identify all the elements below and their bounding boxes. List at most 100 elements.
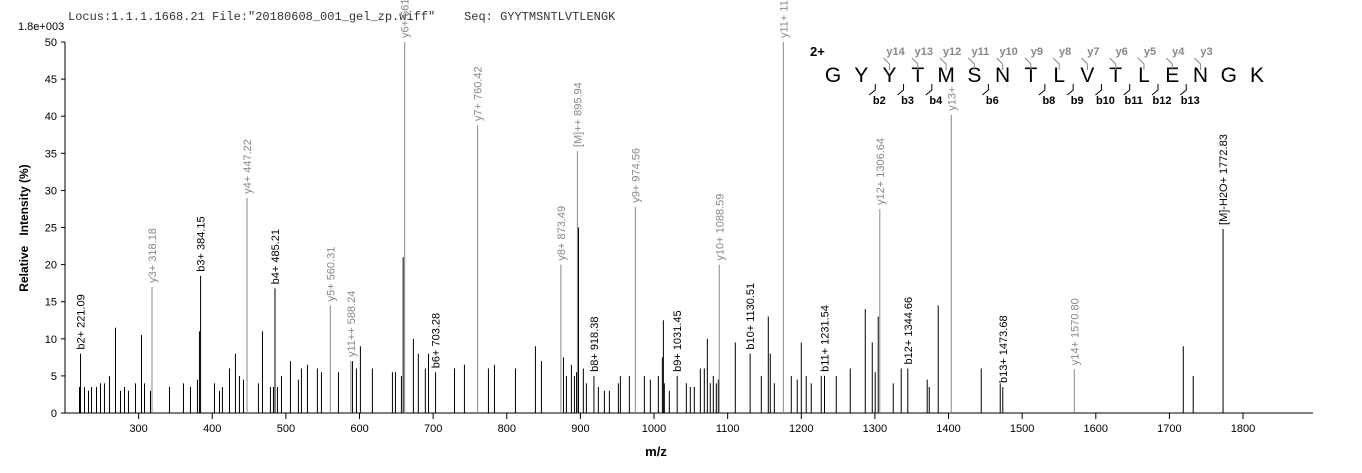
x-tick-label: 1400 <box>936 423 960 435</box>
residue: M <box>937 64 955 87</box>
y-ion-label: y9 <box>1031 46 1043 58</box>
peak-label: y13+ <box>946 87 958 111</box>
y-tick-label: 35 <box>45 148 57 160</box>
peak-label: b4+ 485.21 <box>270 229 282 284</box>
peak-label: y14+ 1570.80 <box>1069 298 1081 365</box>
y-ion-bracket <box>1052 57 1060 70</box>
peak-label: b12+ 1344.66 <box>903 297 915 365</box>
b-ion-label: b6 <box>986 95 999 107</box>
x-tick-label: 300 <box>129 423 147 435</box>
scale-label: 1.8e+003 <box>18 21 64 33</box>
y-ion-label: y5 <box>1144 46 1156 58</box>
residue: G <box>1221 64 1237 87</box>
residue: K <box>1250 64 1264 87</box>
y-ion-bracket <box>996 57 1004 70</box>
x-tick-label: 400 <box>203 423 221 435</box>
b-ion-bracket <box>1179 84 1187 96</box>
y-tick-label: 25 <box>45 223 57 235</box>
b-ion-bracket <box>897 84 905 96</box>
x-tick-label: 1000 <box>642 423 666 435</box>
b-ion-label: b4 <box>929 95 943 107</box>
y-tick-label: 15 <box>45 297 57 309</box>
y-ion-label: y8 <box>1059 46 1071 58</box>
y-ion-bracket <box>1109 57 1117 70</box>
x-tick-label: 1600 <box>1084 423 1108 435</box>
x-tick-label: 800 <box>498 423 516 435</box>
b-ion-bracket <box>1095 84 1102 96</box>
y-ion-bracket <box>1081 57 1088 70</box>
residue: S <box>967 64 981 87</box>
y-tick-label: 40 <box>45 111 57 123</box>
peak-label: y8+ 873.49 <box>556 206 568 261</box>
b-ion-bracket <box>1151 84 1159 96</box>
y-tick-label: 0 <box>51 408 57 420</box>
y-tick-label: 30 <box>45 185 57 197</box>
peak-label: [M]-H2O+ 1772.83 <box>1218 134 1230 225</box>
residue: G <box>825 64 841 87</box>
y-ion-bracket <box>911 57 919 70</box>
residue: N <box>995 64 1010 87</box>
charge-label: 2+ <box>810 44 825 59</box>
residue: T <box>911 64 924 87</box>
chart-title: Locus:1.1.1.1668.21 File:"20180608_001_g… <box>68 10 616 24</box>
x-axis-label: m/z <box>645 444 667 459</box>
y-ion-label: y14 <box>886 46 905 58</box>
residue: L <box>1138 64 1150 87</box>
y-axis-label: Relative Intensity (%) <box>17 164 31 291</box>
peak-label: y11++ 588.24 <box>346 291 358 357</box>
peak-label: y5+ 560.31 <box>325 247 337 302</box>
residue: Y <box>883 64 897 87</box>
residue: T <box>1109 64 1122 87</box>
residue: T <box>1024 64 1037 87</box>
y-tick-label: 10 <box>45 334 57 346</box>
b-ion-bracket <box>925 84 933 96</box>
peak-label: b3+ 384.15 <box>196 216 208 271</box>
y-ion-bracket <box>939 57 947 70</box>
x-tick-label: 500 <box>277 423 295 435</box>
y-ion-label: y12 <box>943 46 961 58</box>
peak-label: y12+ 1306.64 <box>875 138 887 205</box>
peak-label: y4+ 447.22 <box>242 139 254 194</box>
b-ion-label: b13 <box>1181 95 1200 107</box>
y-tick-label: 50 <box>45 37 57 49</box>
y-ion-label: y10 <box>999 46 1017 58</box>
peak-label: y7+ 760.42 <box>473 66 485 121</box>
peak-label: b6+ 703.28 <box>431 313 443 368</box>
residue: N <box>1193 64 1208 87</box>
peak-label: y6+ 661.32 <box>400 0 412 38</box>
b-ion-label: b9 <box>1071 95 1084 107</box>
y-ion-bracket <box>1137 57 1145 70</box>
peak-label: b11+ 1231.54 <box>820 305 832 372</box>
peak-label: y9+ 974.56 <box>630 148 642 203</box>
x-tick-label: 1700 <box>1157 423 1181 435</box>
x-tick-label: 1200 <box>789 423 813 435</box>
y-tick-label: 5 <box>51 371 57 383</box>
b-ion-bracket <box>1123 84 1131 96</box>
y-tick-label: 20 <box>45 260 57 272</box>
residue: E <box>1165 64 1179 87</box>
peak-label: y10+ 1088.59 <box>714 194 726 261</box>
y-ion-bracket <box>1194 57 1202 70</box>
peak-label: [M]++ 895.94 <box>572 82 584 147</box>
y-ion-bracket <box>967 57 975 70</box>
b-ion-bracket <box>1066 84 1074 96</box>
x-tick-label: 1300 <box>863 423 887 435</box>
peak-label: b13+ 1473.68 <box>998 315 1010 383</box>
y-ion-bracket <box>1165 57 1173 70</box>
residue: L <box>1053 64 1065 87</box>
b-ion-label: b10 <box>1096 95 1115 107</box>
y-ion-label: y13 <box>915 46 933 58</box>
y-ion-label: y11 <box>971 46 989 58</box>
peak-label: b9+ 1031.45 <box>672 310 684 371</box>
x-tick-label: 700 <box>424 423 442 435</box>
b-ion-bracket <box>868 84 876 96</box>
peak-label: b2+ 221.09 <box>76 294 88 349</box>
peak-label: b10+ 1130.51 <box>745 283 757 350</box>
b-ion-label: b8 <box>1042 95 1055 107</box>
x-tick-label: 1100 <box>716 423 740 435</box>
residue: Y <box>854 64 868 87</box>
peak-label: y3+ 318.18 <box>147 228 159 283</box>
y-ion-label: y7 <box>1087 46 1099 58</box>
x-tick-label: 600 <box>350 423 368 435</box>
